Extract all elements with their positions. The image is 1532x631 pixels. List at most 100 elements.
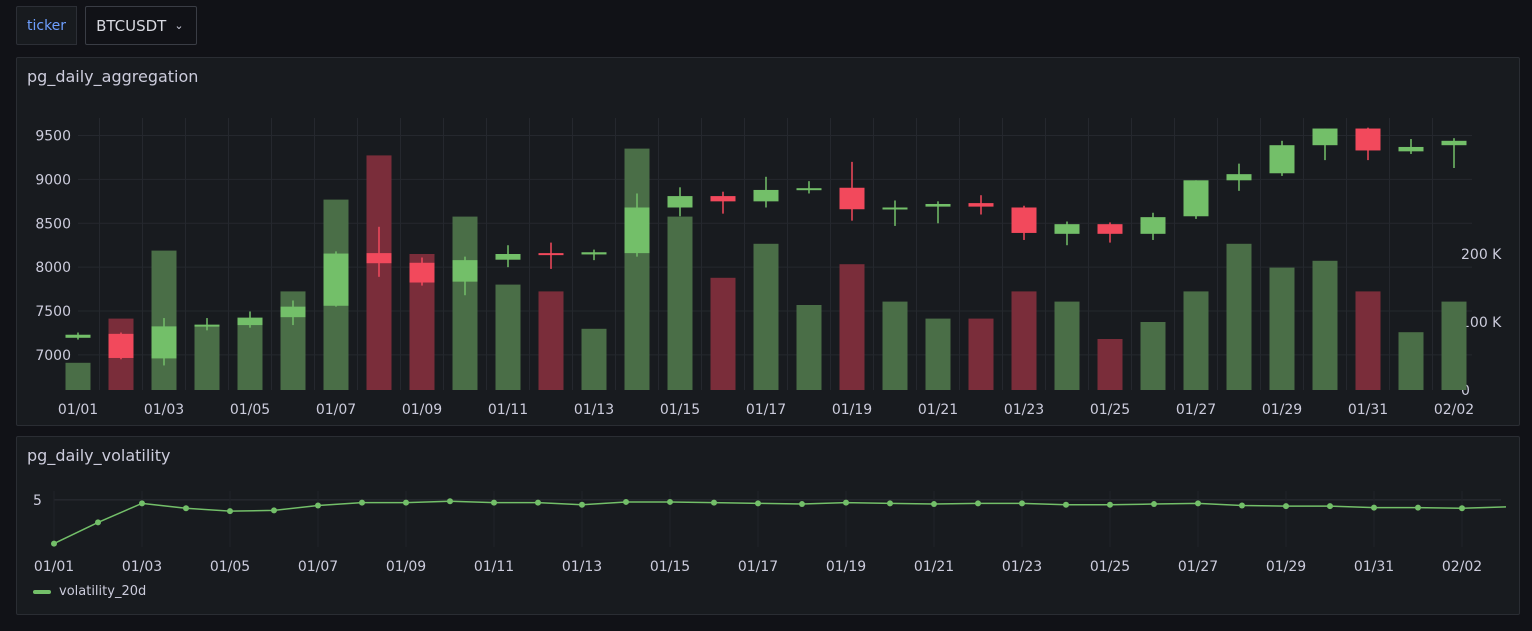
data-point — [183, 505, 189, 512]
volume-bar — [1183, 291, 1209, 390]
candle-body — [1097, 224, 1123, 234]
volume-bar — [1011, 291, 1037, 390]
x-tick-label: 01/31 — [1354, 559, 1394, 575]
ticker-select[interactable]: BTCUSDT ⌄ — [85, 6, 197, 45]
data-point — [271, 507, 277, 514]
legend-swatch — [33, 589, 51, 594]
x-tick-label: 01/19 — [826, 559, 866, 575]
chevron-down-icon: ⌄ — [174, 19, 184, 32]
x-tick-label: 01/03 — [144, 402, 184, 418]
data-point — [1151, 501, 1157, 508]
data-point — [1019, 500, 1025, 507]
x-tick-label: 01/27 — [1178, 559, 1218, 575]
data-point — [1459, 505, 1465, 512]
x-tick-label: 01/27 — [1176, 402, 1216, 418]
y-tick-label: 8000 — [35, 260, 71, 276]
volume-bar — [65, 362, 91, 390]
candle-body — [323, 253, 349, 306]
candle-body — [1226, 174, 1252, 181]
volume-bar — [1269, 267, 1295, 390]
candle-body — [65, 334, 91, 338]
volume-tick-label: 0 — [1461, 383, 1470, 399]
y-tick-label: 5 — [33, 493, 42, 509]
x-tick-label: 01/15 — [650, 559, 690, 575]
y-tick-label: 7000 — [35, 348, 71, 364]
data-point — [579, 501, 585, 508]
data-point — [843, 499, 849, 506]
data-point — [95, 519, 101, 526]
candlestick-chart: 7000 7500 8000 8500 9000 9500 0 100 K 200 K 01/01… — [35, 118, 1502, 418]
volume-bar — [710, 277, 736, 390]
x-tick-label: 01/09 — [386, 559, 426, 575]
x-tick-label: 01/01 — [58, 402, 98, 418]
x-tick-label: 01/15 — [660, 402, 700, 418]
candle-body — [538, 253, 564, 256]
volume-bar — [1097, 339, 1123, 390]
data-point — [359, 499, 365, 506]
x-tick-label: 01/13 — [562, 559, 602, 575]
x-tick-label: 01/09 — [402, 402, 442, 418]
candle-body — [1398, 146, 1424, 152]
volume-bar — [237, 322, 263, 390]
data-point — [447, 498, 453, 505]
legend-item-volatility[interactable]: volatility_20d — [33, 584, 146, 599]
candle-body — [624, 207, 650, 254]
data-point — [755, 500, 761, 507]
candle-body — [581, 252, 607, 255]
volume-bar — [839, 264, 865, 390]
x-tick-label: 01/05 — [210, 559, 250, 575]
volume-bar — [1441, 301, 1467, 390]
candle-body — [151, 326, 177, 359]
x-tick-label: 01/21 — [918, 402, 958, 418]
x-tick-label: 01/17 — [746, 402, 786, 418]
candle-body — [839, 187, 865, 210]
volume-bar — [925, 318, 951, 390]
data-point — [667, 498, 673, 505]
candle-body — [1441, 140, 1467, 146]
volatility-line-chart: 5 01/01 01/03 01/05 01/07 01/09 01/11 01/13 01/1… — [33, 491, 1507, 575]
candles-panel: pg_daily_aggregation 7000 7500 8000 8500 900… — [16, 57, 1520, 426]
x-tick-label: 01/25 — [1090, 559, 1130, 575]
candle-body — [452, 260, 478, 282]
x-tick-label: 02/02 — [1442, 559, 1482, 575]
candle-body — [409, 262, 435, 283]
panel-title: pg_daily_aggregation — [27, 67, 199, 86]
data-point — [975, 500, 981, 507]
volume-bar — [753, 243, 779, 390]
candle-body — [280, 306, 306, 318]
volume-bar — [538, 291, 564, 390]
volume-bar — [796, 305, 822, 390]
volume-bar — [1226, 243, 1252, 390]
legend-label: volatility_20d — [59, 584, 147, 599]
x-tick-label: 01/29 — [1262, 402, 1302, 418]
data-point — [1107, 501, 1113, 508]
candle-body — [1269, 145, 1295, 174]
candle-body — [796, 188, 822, 191]
data-point — [51, 540, 57, 547]
y-tick-label: 9000 — [35, 172, 71, 188]
x-tick-label: 01/29 — [1266, 559, 1306, 575]
x-tick-label: 01/19 — [832, 402, 872, 418]
x-tick-label: 02/02 — [1434, 402, 1474, 418]
data-point — [623, 498, 629, 505]
x-tick-label: 01/03 — [122, 559, 162, 575]
data-point — [799, 501, 805, 508]
candle-body — [1312, 128, 1338, 146]
data-point — [1195, 500, 1201, 507]
volume-bar — [968, 318, 994, 390]
data-point — [315, 502, 321, 509]
x-tick-label: 01/23 — [1002, 559, 1042, 575]
candle-body — [1140, 217, 1166, 234]
x-tick-label: 01/13 — [574, 402, 614, 418]
candle-body — [667, 196, 693, 208]
volume-bar — [194, 325, 220, 390]
candle-body — [753, 189, 779, 202]
candle-body — [1183, 180, 1209, 217]
volume-bar — [1054, 301, 1080, 390]
candle-body — [1054, 224, 1080, 234]
x-tick-label: 01/25 — [1090, 402, 1130, 418]
candle-body — [108, 333, 134, 358]
volume-bar — [495, 284, 521, 390]
x-tick-label: 01/05 — [230, 402, 270, 418]
candle-body — [925, 203, 951, 207]
